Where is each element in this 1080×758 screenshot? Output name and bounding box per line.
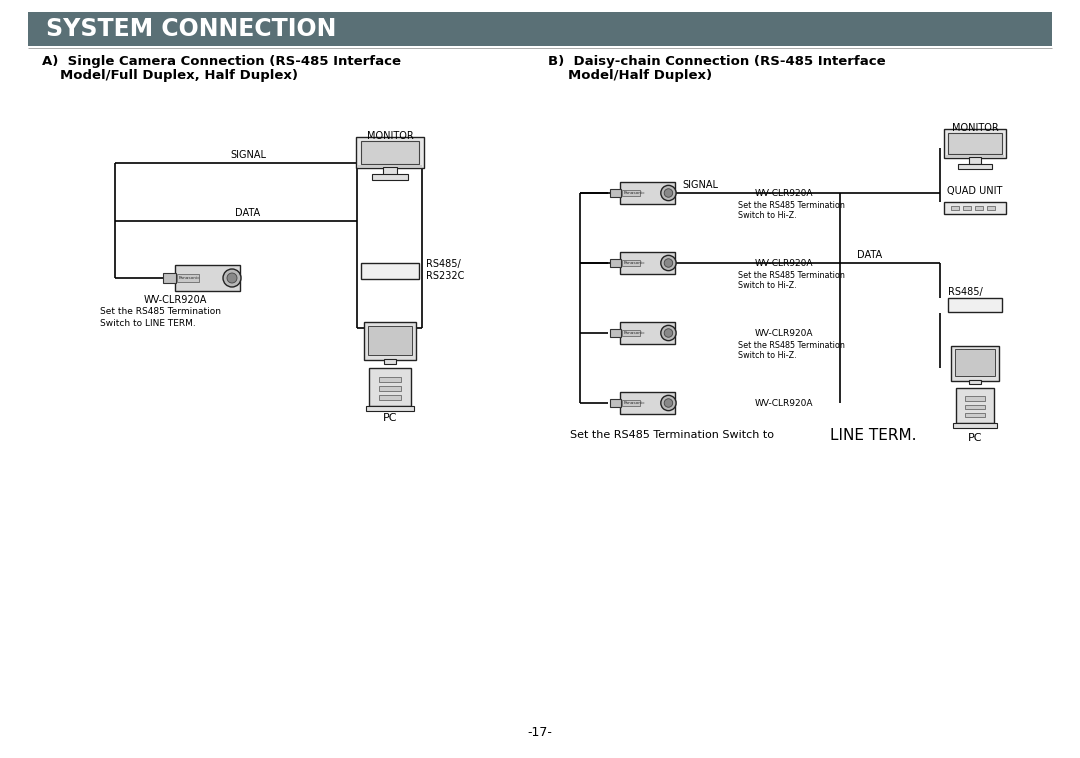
Text: Panasonic: Panasonic (623, 401, 645, 405)
Bar (368, 326, 411, 355)
Bar (987, 205, 996, 210)
Bar (361, 263, 419, 279)
Bar (610, 189, 621, 197)
Text: Set the RS485 Termination: Set the RS485 Termination (738, 340, 845, 349)
Bar (620, 252, 675, 274)
Bar (969, 157, 982, 164)
Bar (177, 274, 199, 282)
Bar (163, 273, 176, 283)
Text: Switch to Hi-Z.: Switch to Hi-Z. (738, 281, 797, 290)
Circle shape (661, 186, 676, 201)
Text: Switch to LINE TERM.: Switch to LINE TERM. (100, 318, 195, 327)
Text: Set the RS485 Termination: Set the RS485 Termination (738, 271, 845, 280)
Bar (384, 359, 396, 364)
Circle shape (222, 269, 241, 287)
Bar (964, 405, 985, 409)
Text: WV-CLR920A: WV-CLR920A (755, 328, 813, 337)
Bar (956, 388, 995, 423)
Text: MONITOR: MONITOR (951, 123, 998, 133)
Text: PC: PC (382, 413, 397, 423)
Text: DATA: DATA (858, 250, 882, 260)
Bar (622, 190, 640, 196)
Bar (379, 377, 401, 382)
Text: RS232C: RS232C (948, 299, 986, 309)
Circle shape (664, 399, 673, 407)
Bar (958, 164, 991, 169)
Bar (175, 265, 240, 291)
Text: Switch to Hi-Z.: Switch to Hi-Z. (738, 211, 797, 221)
Bar (610, 258, 621, 268)
Bar (366, 406, 414, 411)
Bar (951, 346, 999, 381)
Bar (953, 423, 997, 428)
Circle shape (661, 325, 676, 340)
Bar (944, 202, 1007, 214)
Text: LINE TERM.: LINE TERM. (831, 428, 917, 443)
Bar (975, 205, 983, 210)
Text: WV-CLR920A: WV-CLR920A (755, 399, 813, 408)
Bar (963, 205, 971, 210)
Text: B)  Daisy-chain Connection (RS-485 Interface: B) Daisy-chain Connection (RS-485 Interf… (548, 55, 886, 67)
Text: RS232C: RS232C (426, 271, 464, 281)
Bar (946, 155, 1004, 157)
Text: SIGNAL: SIGNAL (230, 150, 266, 160)
Bar (948, 298, 1001, 312)
Text: Model/Half Duplex): Model/Half Duplex) (568, 70, 712, 83)
Bar (361, 141, 419, 164)
Circle shape (661, 255, 676, 271)
Text: A)  Single Camera Connection (RS-485 Interface: A) Single Camera Connection (RS-485 Inte… (42, 55, 401, 67)
Text: Panasonic: Panasonic (623, 191, 645, 195)
Bar (364, 322, 416, 360)
Text: Switch to Hi-Z.: Switch to Hi-Z. (738, 352, 797, 361)
Text: Model/Full Duplex, Half Duplex): Model/Full Duplex, Half Duplex) (60, 70, 298, 83)
Bar (948, 133, 1001, 155)
Bar (610, 399, 621, 407)
Text: SIGNAL: SIGNAL (681, 180, 718, 190)
Bar (357, 165, 422, 167)
Circle shape (664, 189, 673, 197)
Bar (944, 130, 1007, 158)
Text: Set the RS485 Termination Switch to: Set the RS485 Termination Switch to (570, 430, 778, 440)
Text: Panasonic: Panasonic (623, 261, 645, 265)
Text: Panasonic: Panasonic (179, 276, 201, 280)
Bar (383, 167, 397, 175)
Bar (622, 259, 640, 266)
Text: PC: PC (968, 433, 982, 443)
Bar (379, 395, 401, 400)
Text: MONITOR: MONITOR (366, 131, 414, 141)
Circle shape (664, 329, 673, 337)
Text: QUAD UNIT: QUAD UNIT (947, 186, 1002, 196)
Text: WV-CLR920A: WV-CLR920A (755, 189, 813, 198)
Bar (369, 368, 411, 406)
Text: Panasonic: Panasonic (623, 331, 645, 335)
Circle shape (227, 273, 237, 283)
Bar (372, 174, 408, 180)
Bar (622, 330, 640, 337)
Bar (964, 396, 985, 401)
Text: RS485/: RS485/ (426, 259, 461, 269)
Circle shape (661, 396, 676, 411)
Bar (620, 182, 675, 204)
Bar (620, 322, 675, 344)
Circle shape (664, 258, 673, 268)
Bar (970, 380, 981, 384)
Bar (964, 413, 985, 418)
Text: Set the RS485 Termination: Set the RS485 Termination (100, 308, 221, 317)
Bar (610, 329, 621, 337)
Bar (356, 137, 424, 168)
Bar (955, 349, 996, 376)
Bar (951, 205, 959, 210)
Text: Set the RS485 Termination: Set the RS485 Termination (738, 201, 845, 209)
Text: RS485/: RS485/ (948, 287, 983, 297)
Text: WV-CLR920A: WV-CLR920A (144, 295, 206, 305)
Bar (379, 386, 401, 391)
Text: -17-: -17- (527, 726, 553, 740)
Text: SYSTEM CONNECTION: SYSTEM CONNECTION (46, 17, 336, 41)
Text: DATA: DATA (235, 208, 260, 218)
Text: WV-CLR920A: WV-CLR920A (755, 258, 813, 268)
Bar (622, 399, 640, 406)
Bar (28, 12, 1052, 46)
Bar (620, 392, 675, 414)
